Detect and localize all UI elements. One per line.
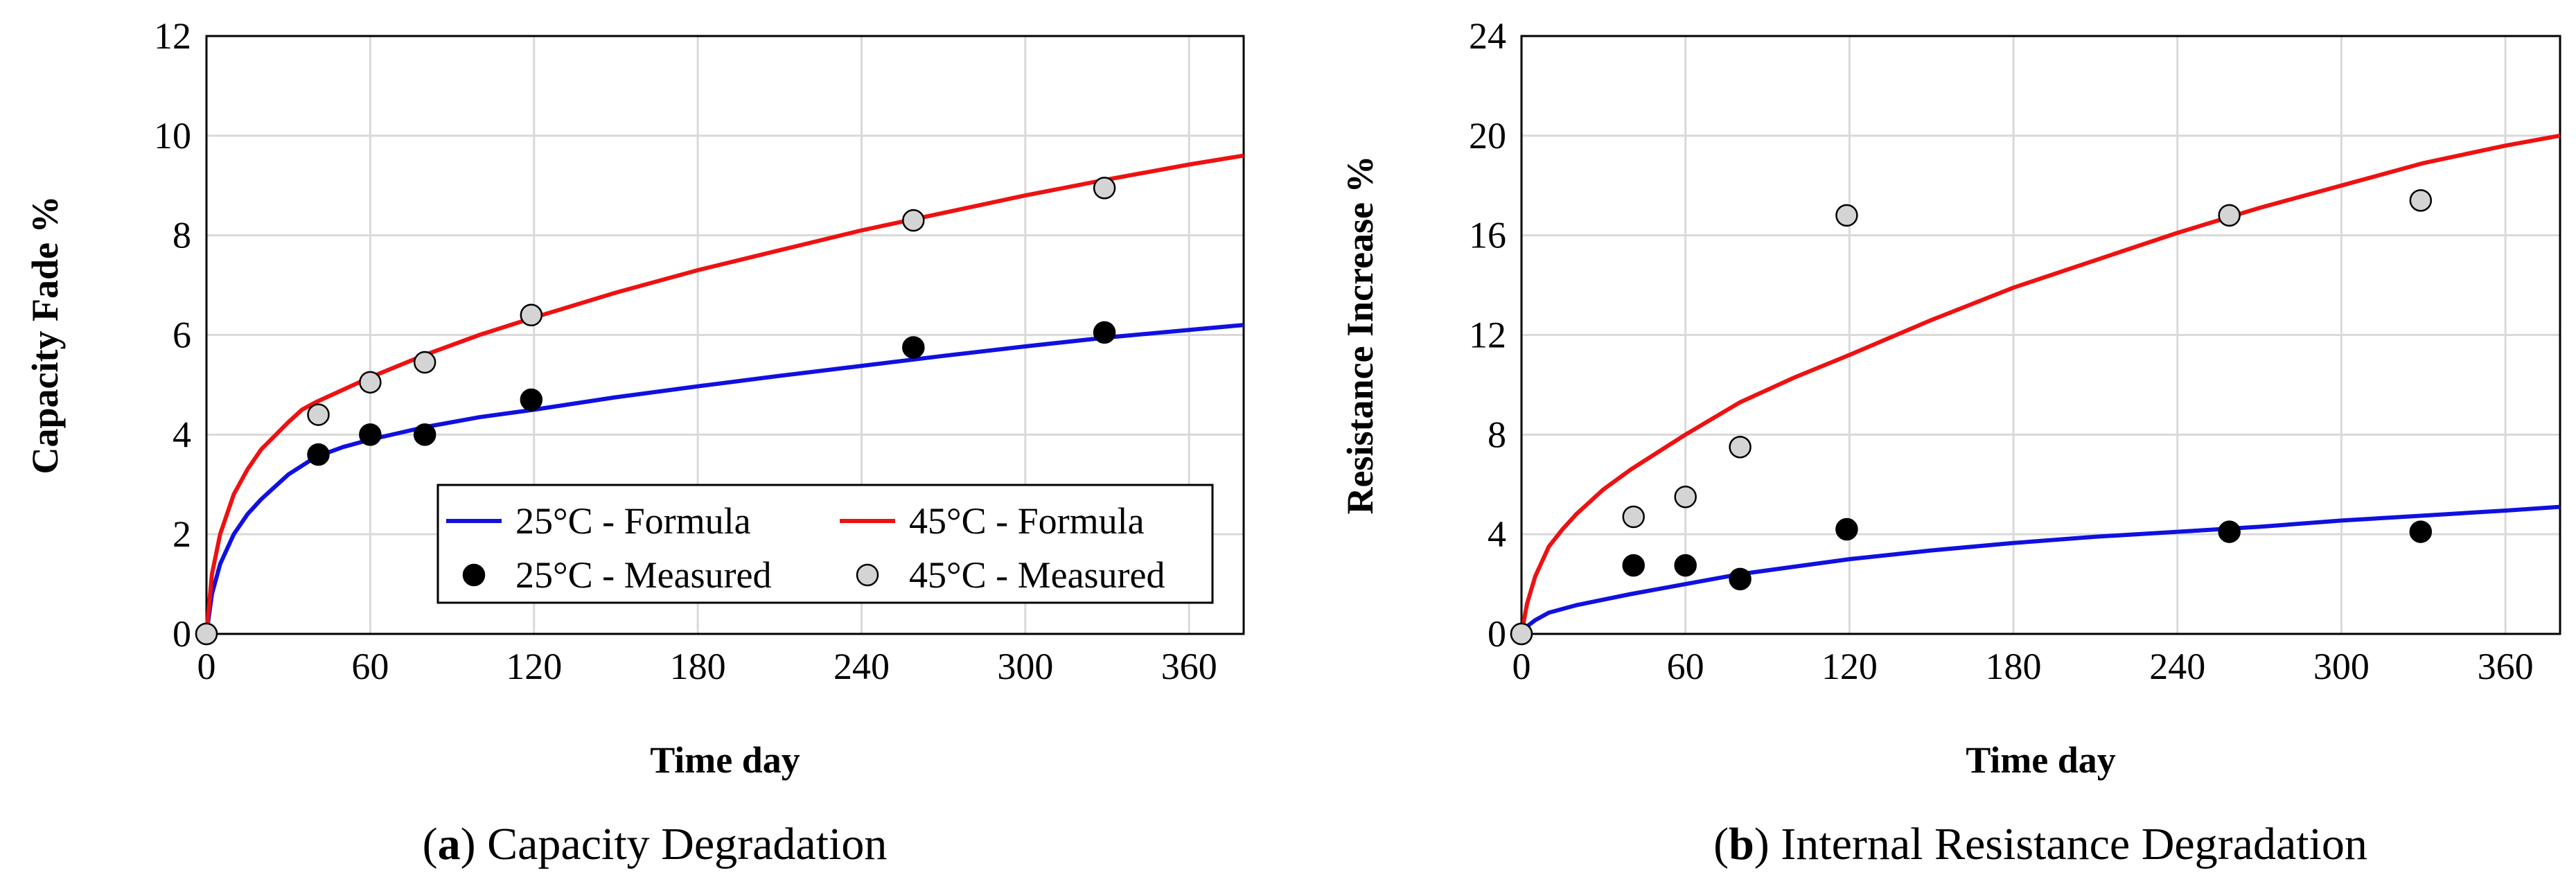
panel-a-25c-formula-line — [204, 323, 1244, 635]
panel-b-25c-measured-point — [2409, 520, 2433, 543]
panel-b-y-tick-label: 20 — [1469, 115, 1506, 157]
panel-a-x-tick-label: 120 — [506, 646, 562, 687]
panel-b-45c-measured-point — [1674, 485, 1697, 509]
panel-a-y-axis-label: Capacity Fade % — [24, 196, 66, 475]
panel-b-25c-measured-point — [1835, 518, 1858, 541]
panel-b-x-tick-label: 300 — [2313, 646, 2370, 687]
panel-b-25c-measured-point — [1622, 554, 1645, 577]
panel-a-caption-letter: a — [438, 819, 461, 869]
panel-a-45c-measured-point — [413, 351, 436, 374]
panel-b-45c-measured-point — [1729, 436, 1752, 459]
panel-a-25c-measured-point — [520, 388, 543, 412]
panel-b-x-ticks: 0 60 120 180 240 300 360 — [1512, 646, 2534, 687]
panel-b-y-tick-label: 24 — [1469, 15, 1506, 57]
panel-a-45c-measured-point — [902, 209, 925, 232]
panel-a-legend-45c-formula-label: 45°C - Formula — [909, 500, 1145, 542]
panel-a-y-tick-label: 4 — [173, 414, 191, 455]
panel-b-25c-measured-point — [1674, 554, 1697, 577]
panel-a-y-tick-label: 2 — [173, 513, 191, 555]
panel-a-capacity: 0 60 120 180 240 300 360 0 2 4 6 8 10 12 Time day Ca… — [24, 15, 1245, 869]
panel-a-legend-25c-formula-label: 25°C - Formula — [515, 500, 751, 542]
panel-b-x-tick-label: 240 — [2149, 646, 2205, 687]
panel-b-25c-formula-line — [1519, 504, 2561, 635]
panel-a-caption: (a) Capacity Degradation — [423, 819, 888, 869]
panel-a-45c-measured-point — [359, 371, 382, 394]
panel-a-caption-text: Capacity Degradation — [487, 819, 887, 869]
panel-b-y-tick-label: 0 — [1488, 613, 1506, 655]
panel-a-legend-45c-measured-label: 45°C - Measured — [909, 554, 1165, 596]
panel-b-45c-measured-point — [1622, 505, 1645, 529]
panel-b-25c-measured-point — [1729, 567, 1752, 591]
panel-a-25c-measured-point — [1093, 321, 1116, 344]
panel-b-x-tick-label: 360 — [2478, 646, 2534, 687]
panel-a-x-tick-label: 180 — [670, 646, 726, 687]
panel-a-legend: 25°C - Formula 45°C - Formula 25°C - Measu… — [436, 484, 1214, 604]
panel-b-caption: (b) Internal Resistance Degradation — [1713, 819, 2367, 869]
panel-a-25c-measured-point — [902, 336, 925, 359]
panel-b-45c-measured-point — [1510, 622, 1533, 646]
panel-b-grid — [1521, 35, 2560, 634]
panel-b-x-tick-label: 180 — [1986, 646, 2042, 687]
panel-b-y-axis-label: Resistance Increase % — [1339, 156, 1381, 515]
panel-b-x-tick-label: 0 — [1512, 646, 1531, 687]
panel-a-legend-45c-measured-swatch — [856, 563, 879, 587]
panel-a-legend-25c-measured-label: 25°C - Measured — [515, 554, 772, 596]
panel-b-series — [1510, 133, 2561, 646]
panel-b-25c-measured-point — [2218, 520, 2241, 543]
panel-a-y-tick-label: 0 — [173, 613, 191, 655]
panel-a-25c-measured-point — [413, 423, 436, 446]
panel-b-y-tick-label: 12 — [1469, 315, 1506, 356]
panel-b-caption-text: Internal Resistance Degradation — [1781, 819, 2367, 869]
panel-a-45c-measured-point — [307, 403, 330, 426]
panel-a-x-tick-label: 360 — [1161, 646, 1217, 687]
panel-a-plot-frame — [205, 35, 1245, 635]
panel-b-caption-letter: b — [1729, 819, 1754, 869]
panel-b-45c-measured-point — [1835, 204, 1858, 227]
panel-a-45c-measured-point — [1093, 177, 1116, 200]
panel-b-x-tick-label: 60 — [1667, 646, 1704, 687]
panel-a-series — [195, 153, 1244, 646]
panel-a-x-tick-label: 0 — [197, 646, 216, 687]
panel-a-x-tick-label: 300 — [997, 646, 1053, 687]
panel-a-y-tick-label: 8 — [173, 215, 191, 256]
panel-b-45c-measured-point — [2409, 189, 2433, 212]
panel-a-y-ticks: 0 2 4 6 8 10 12 — [154, 15, 191, 655]
panel-a-x-tick-label: 60 — [351, 646, 389, 687]
panel-a-25c-measured-point — [307, 443, 330, 466]
panel-a-legend-box — [436, 484, 1214, 604]
panel-b-y-tick-label: 4 — [1488, 513, 1506, 555]
panel-b-y-ticks: 0 4 8 12 16 20 24 — [1469, 15, 1506, 655]
panel-a-25c-measured-point — [359, 423, 382, 446]
panel-b-y-tick-label: 16 — [1469, 215, 1506, 256]
panel-b-x-axis-label: Time day — [1966, 739, 2116, 781]
panel-a-x-axis-label: Time day — [650, 739, 800, 781]
panel-a-45c-measured-point — [520, 303, 543, 326]
panel-a-x-ticks: 0 60 120 180 240 300 360 — [197, 646, 1217, 687]
panel-a-x-tick-label: 240 — [833, 646, 890, 687]
panel-b-plot-frame — [1520, 35, 2561, 635]
panel-a-y-tick-label: 12 — [154, 15, 191, 57]
panel-b-y-tick-label: 8 — [1488, 414, 1506, 455]
panel-a-45c-measured-point — [195, 622, 218, 646]
panel-b-x-tick-label: 120 — [1821, 646, 1878, 687]
panel-a-y-tick-label: 6 — [173, 315, 191, 356]
panel-a-y-tick-label: 10 — [154, 115, 191, 157]
panel-b-45c-measured-point — [2218, 204, 2241, 227]
panel-a-legend-25c-measured-swatch — [462, 563, 486, 587]
panel-b-45c-formula-line — [1519, 133, 2561, 635]
